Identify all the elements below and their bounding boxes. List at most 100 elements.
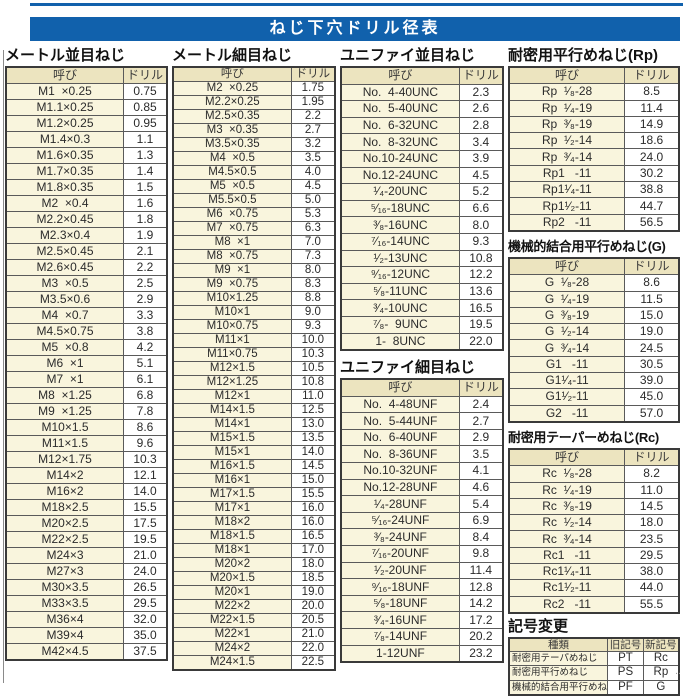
drill-cell: 17.2	[458, 611, 504, 629]
name-cell: M2.6×0.45	[5, 259, 125, 276]
name-cell: G1¹⁄₄-11	[508, 372, 626, 390]
table-row: M2.5×0.45 2.1	[5, 243, 168, 260]
name-cell: M22×1	[172, 627, 292, 642]
drill-cell: 15.5	[123, 499, 168, 516]
table-row: M2.6×0.45 2.2	[5, 259, 168, 276]
table-row: M7 ×1 6.1	[5, 371, 168, 388]
table-rc: 呼び ドリル Rc ¹⁄₈-28 8.2 Rc ¹⁄₄-19 11.0 Rc ³⁄₈-1…	[508, 447, 680, 614]
table-row: M1.7×0.35 1.4	[5, 163, 168, 180]
table-row: Rp ¹⁄₂-14 18.6	[508, 132, 680, 150]
drill-cell: 14.5	[624, 497, 680, 516]
table-row: M15×1.5 13.5	[172, 431, 336, 446]
drill-cell: 19.0	[290, 585, 336, 600]
drill-cell: 9.8	[458, 545, 504, 563]
table-row: ⁵⁄₁₆-24UNF 6.9	[340, 511, 504, 530]
table-row: Rp1¹⁄₂-11 44.7	[508, 197, 680, 215]
drill-cell: 10.8	[458, 249, 504, 268]
drill-cell: 3.5	[290, 151, 336, 166]
table-row: G1¹⁄₄-11 39.0	[508, 372, 680, 390]
table-row: M17×1 16.0	[172, 501, 336, 516]
table-row: Rp ³⁄₈-19 14.9	[508, 115, 680, 134]
table-row: M14×1.5 12.5	[172, 403, 336, 418]
column-header-drill: ドリル	[123, 66, 168, 84]
drill-cell: 20.2	[458, 628, 504, 646]
table-row: G2 -11 57.0	[508, 404, 680, 423]
table-row: M4 ×0.7 3.3	[5, 307, 168, 324]
drill-cell: 1.6	[123, 195, 168, 212]
table-row: M8 ×0.75 7.3	[172, 249, 336, 264]
name-cell: M2.2×0.45	[5, 211, 125, 228]
column-header-drill: ドリル	[624, 448, 680, 467]
header-row: 呼び ドリル	[508, 448, 680, 467]
name-cell: M22×2.5	[5, 531, 125, 548]
name-cell: M1.7×0.35	[5, 163, 125, 180]
column-header-drill: ドリル	[458, 66, 504, 85]
name-cell: M39×4	[5, 627, 125, 644]
header-row: 呼び ドリル	[172, 66, 336, 82]
table-head: 呼び ドリル	[340, 378, 504, 397]
name-cell: G ¹⁄₈-28	[508, 274, 626, 292]
table-row: M3.5×0.35 3.2	[172, 137, 336, 152]
drill-cell: 24.0	[123, 563, 168, 580]
table-g: 呼び ドリル G ¹⁄₈-28 8.6 G ¹⁄₄-19 11.5 G ³⁄₈-19 15…	[508, 256, 680, 423]
table-row: M24×2 22.0	[172, 641, 336, 656]
name-cell: M11×0.75	[172, 347, 292, 362]
table-row: M2.3×0.4 1.9	[5, 227, 168, 244]
table-row: G ³⁄₈-19 15.0	[508, 306, 680, 325]
table-row: M1 ×0.25 0.75	[5, 83, 168, 100]
drill-cell: 6.6	[458, 199, 504, 218]
drill-cell: 44.7	[624, 197, 680, 215]
column-metric-fine: メートル細目ねじ 呼び ドリル M2 ×0.25 1.75 M2.2×0.25 1.9…	[172, 47, 336, 671]
table-row: M10×1 9.0	[172, 305, 336, 320]
name-cell: M42×4.5	[5, 643, 125, 661]
drill-cell: 32.0	[123, 611, 168, 628]
name-cell: M18×2	[172, 515, 292, 530]
drill-cell: 24.0	[624, 148, 680, 166]
column-metric-coarse: メートル並目ねじ 呼び ドリル M1 ×0.25 0.75 M1.1×0.25 0.8…	[5, 47, 168, 661]
drill-cell: 57.0	[624, 404, 680, 423]
name-cell: Rp2 -11	[508, 213, 626, 232]
drill-cell: 10.5	[290, 361, 336, 376]
name-cell: M20×2.5	[5, 515, 125, 532]
name-cell: M4 ×0.7	[5, 307, 125, 324]
table-row: M14×1 13.0	[172, 417, 336, 432]
drill-cell: 44.0	[624, 579, 680, 597]
table-row: Rc1¹⁄₄-11 38.0	[508, 563, 680, 581]
drill-cell: 10.8	[290, 375, 336, 390]
name-cell: ⁵⁄₈-11UNC	[340, 282, 460, 301]
drill-cell: 4.6	[458, 478, 504, 497]
table-row: Rp ¹⁄₄-19 11.4	[508, 99, 680, 117]
table-row: M1.1×0.25 0.85	[5, 99, 168, 116]
table-row: M22×2.5 19.5	[5, 531, 168, 548]
new-symbol-cell: Rp	[642, 665, 680, 681]
name-cell: M12×1.75	[5, 451, 125, 468]
column-header-name: 呼び	[508, 66, 626, 85]
name-cell: No. 4-40UNC	[340, 83, 460, 102]
section-title-g: 機械的結合用平行めねじ(G)	[508, 238, 666, 254]
drill-cell: 16.5	[290, 529, 336, 544]
drill-cell: 35.0	[123, 627, 168, 644]
table-row: No.10-32UNF 4.1	[340, 462, 504, 480]
table-row: ⁵⁄₁₆-18UNC 6.6	[340, 199, 504, 218]
name-cell: M2.5×0.45	[5, 243, 125, 260]
table-row: M10×1.25 8.8	[172, 291, 336, 306]
drill-cell: 22.0	[458, 332, 504, 351]
name-cell: ⁵⁄₁₆-18UNC	[340, 199, 460, 218]
table-metric-coarse: 呼び ドリル M1 ×0.25 0.75 M1.1×0.25 0.85 M1.2×0.2…	[5, 66, 168, 661]
name-cell: No.10-24UNC	[340, 149, 460, 168]
name-cell: M14×2	[5, 467, 125, 484]
name-cell: M18×1.5	[172, 529, 292, 544]
drill-cell: 3.2	[290, 137, 336, 152]
table-row: M10×1.5 8.6	[5, 419, 168, 436]
drill-cell: 24.5	[624, 339, 680, 357]
name-cell: M24×2	[172, 641, 292, 656]
name-cell: M20×1.5	[172, 571, 292, 586]
drill-cell: 9.3	[290, 319, 336, 334]
drill-cell: 0.95	[123, 115, 168, 132]
name-cell: Rp ¹⁄₈-28	[508, 83, 626, 101]
name-cell: M9 ×0.75	[172, 277, 292, 292]
name-cell: Rp1¹⁄₂-11	[508, 197, 626, 215]
name-cell: M1.4×0.3	[5, 131, 125, 148]
drill-cell: 8.3	[290, 277, 336, 292]
page-corner-mark: ‥	[674, 666, 682, 676]
